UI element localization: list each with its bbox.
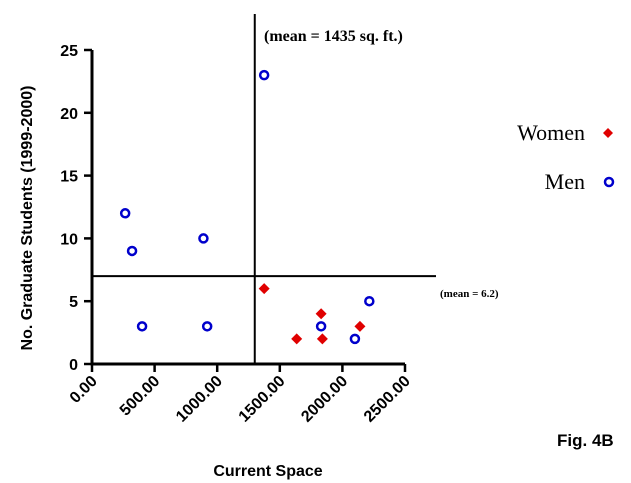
men-data-point — [364, 295, 375, 307]
women-data-point — [316, 333, 328, 345]
x-tick-label: 1000.00 — [173, 373, 226, 426]
women-data-point — [291, 333, 303, 345]
men-data-point — [136, 321, 148, 332]
figure-label: Fig. 4B — [557, 431, 614, 450]
axes: 0 5 10 15 20 25 0.00 500.00 1000.00 1500.00 2000.0… — [60, 43, 414, 426]
women-data-point — [315, 308, 327, 320]
x-tick-label: 2500.00 — [361, 373, 414, 426]
x-tick-label: 2000.00 — [298, 373, 351, 426]
men-data-point — [198, 233, 209, 244]
reference-lines — [92, 14, 436, 364]
legend-marker-women — [603, 128, 613, 138]
men-data-point — [119, 208, 131, 219]
men-data-point — [201, 321, 213, 332]
y-tick-label: 25 — [60, 43, 78, 60]
y-tick-label: 0 — [69, 357, 78, 374]
y-tick-label: 20 — [60, 106, 78, 123]
men-data-point — [349, 333, 361, 345]
women-data-point — [354, 320, 366, 332]
data-points — [119, 69, 375, 345]
y-tick-label: 10 — [60, 231, 78, 248]
legend-label-women: Women — [517, 120, 585, 145]
x-tick-label: 1500.00 — [236, 373, 289, 426]
legend-marker-men — [603, 176, 615, 188]
legend: Women Men — [517, 120, 615, 194]
men-data-point — [258, 69, 270, 81]
men-data-point — [315, 321, 327, 332]
men-data-point — [126, 245, 138, 257]
y-tick-label: 5 — [69, 294, 78, 311]
y-axis-label: No. Graduate Students (1999-2000) — [19, 86, 36, 351]
x-tick-label: 0.00 — [67, 373, 101, 407]
women-data-point — [258, 283, 270, 295]
y-tick-label: 15 — [60, 169, 78, 186]
x-axis-label: Current Space — [213, 463, 322, 480]
horizontal-mean-label: (mean = 6.2) — [440, 288, 499, 300]
vertical-mean-label: (mean = 1435 sq. ft.) — [264, 28, 403, 45]
legend-label-men: Men — [545, 169, 585, 194]
x-tick-label: 500.00 — [117, 373, 164, 420]
